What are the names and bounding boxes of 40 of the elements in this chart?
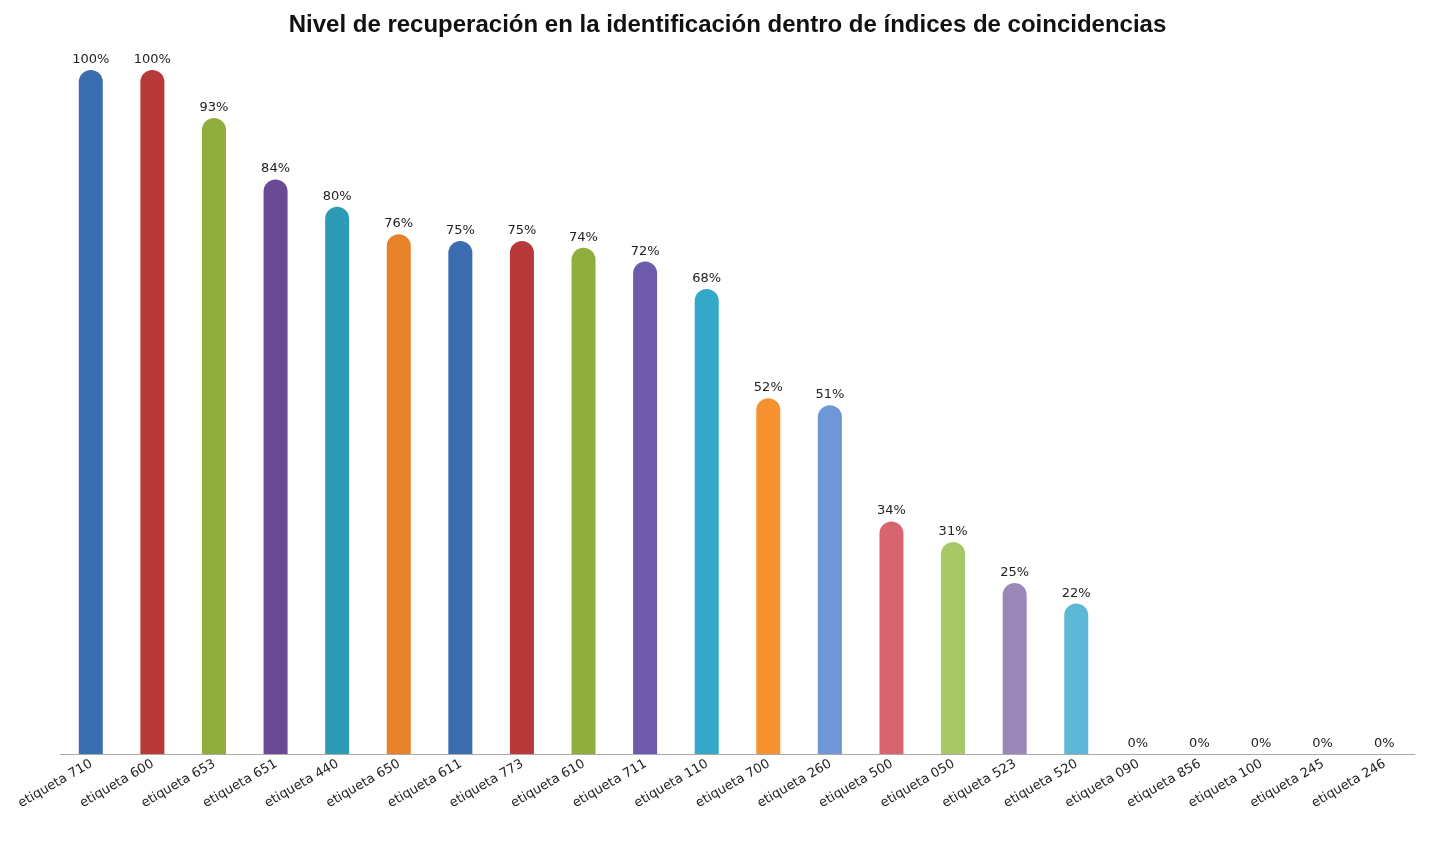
data-label: 0% xyxy=(1127,735,1149,750)
data-label: 0% xyxy=(1189,735,1210,750)
bar xyxy=(448,241,473,754)
bar xyxy=(1002,583,1027,754)
data-label: 25% xyxy=(1000,564,1030,579)
bar xyxy=(140,70,165,754)
data-label: 34% xyxy=(877,502,906,518)
bar xyxy=(263,179,288,754)
bar xyxy=(509,241,534,754)
data-label: 74% xyxy=(569,228,598,244)
bar xyxy=(633,261,658,754)
data-label: 51% xyxy=(815,386,845,402)
data-label: 68% xyxy=(692,269,722,285)
bar xyxy=(386,234,411,754)
bar xyxy=(325,206,350,754)
chart-title: Nivel de recuperación en la identificación dentro de índices de coincidencias xyxy=(288,9,1167,37)
data-label: 100% xyxy=(72,51,110,66)
bar xyxy=(78,70,103,754)
data-label: 84% xyxy=(261,160,291,176)
data-label: 75% xyxy=(507,222,537,237)
bar xyxy=(571,247,596,754)
bar xyxy=(694,288,719,754)
bar xyxy=(1064,603,1089,754)
data-label: 93% xyxy=(199,98,229,114)
data-label: 80% xyxy=(322,187,352,203)
data-label: 31% xyxy=(938,522,968,538)
bar xyxy=(201,117,226,754)
data-label: 0% xyxy=(1250,735,1272,750)
bar xyxy=(817,405,842,754)
data-label: 0% xyxy=(1373,735,1395,750)
bar xyxy=(756,398,781,754)
bar xyxy=(879,521,904,754)
data-label: 52% xyxy=(753,379,783,395)
data-label: 100% xyxy=(133,51,171,66)
bar xyxy=(941,541,966,754)
data-label: 75% xyxy=(445,222,475,237)
data-label: 76% xyxy=(384,215,414,231)
data-label: 0% xyxy=(1312,735,1333,750)
data-label: 72% xyxy=(630,242,660,258)
data-label: 22% xyxy=(1061,584,1091,600)
